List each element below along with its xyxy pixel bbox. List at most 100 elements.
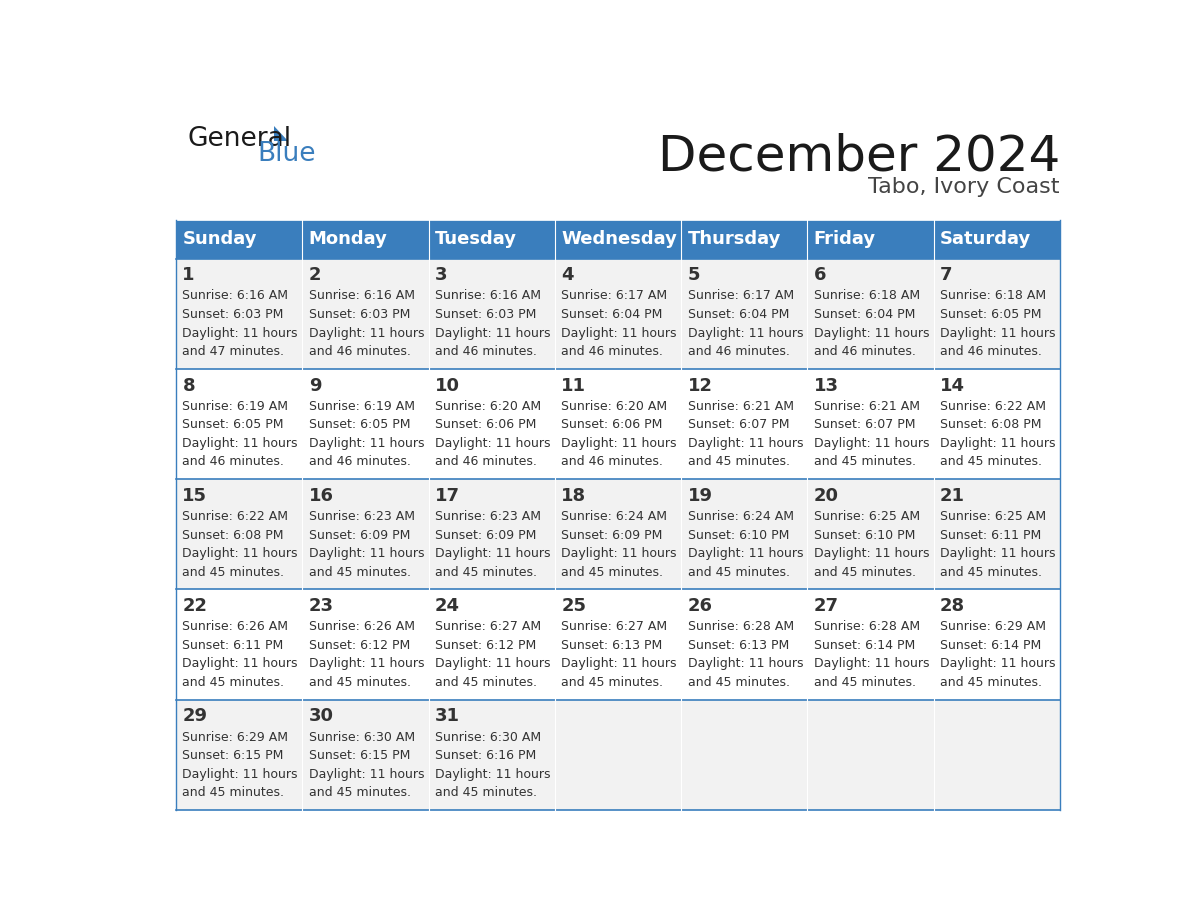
Text: Daylight: 11 hours: Daylight: 11 hours: [814, 547, 929, 560]
Text: 21: 21: [940, 487, 965, 505]
Text: Sunrise: 6:30 AM: Sunrise: 6:30 AM: [435, 731, 541, 744]
Text: Sunrise: 6:28 AM: Sunrise: 6:28 AM: [814, 621, 920, 633]
Text: Sunset: 6:09 PM: Sunset: 6:09 PM: [309, 529, 410, 542]
Text: Daylight: 11 hours: Daylight: 11 hours: [435, 327, 550, 340]
Text: and 45 minutes.: and 45 minutes.: [940, 455, 1042, 468]
Text: Sunset: 6:08 PM: Sunset: 6:08 PM: [940, 419, 1042, 431]
Text: Saturday: Saturday: [940, 230, 1031, 248]
Text: 12: 12: [688, 376, 713, 395]
Text: Daylight: 11 hours: Daylight: 11 hours: [435, 547, 550, 560]
Text: Sunset: 6:06 PM: Sunset: 6:06 PM: [435, 419, 536, 431]
Text: Sunset: 6:15 PM: Sunset: 6:15 PM: [309, 749, 410, 762]
Text: and 45 minutes.: and 45 minutes.: [814, 455, 916, 468]
Text: 24: 24: [435, 597, 460, 615]
Text: Sunset: 6:03 PM: Sunset: 6:03 PM: [435, 308, 536, 321]
Text: 6: 6: [814, 266, 827, 285]
Text: 23: 23: [309, 597, 334, 615]
Text: 27: 27: [814, 597, 839, 615]
Text: Sunrise: 6:27 AM: Sunrise: 6:27 AM: [561, 621, 668, 633]
FancyBboxPatch shape: [176, 219, 303, 259]
Text: Sunday: Sunday: [183, 230, 257, 248]
Text: Sunrise: 6:26 AM: Sunrise: 6:26 AM: [309, 621, 415, 633]
Text: and 45 minutes.: and 45 minutes.: [183, 676, 284, 688]
Text: 8: 8: [183, 376, 195, 395]
Text: Sunset: 6:12 PM: Sunset: 6:12 PM: [435, 639, 536, 652]
Text: and 46 minutes.: and 46 minutes.: [688, 345, 789, 358]
Text: Sunrise: 6:22 AM: Sunrise: 6:22 AM: [183, 510, 289, 523]
Text: Sunset: 6:13 PM: Sunset: 6:13 PM: [561, 639, 663, 652]
Text: Sunset: 6:10 PM: Sunset: 6:10 PM: [814, 529, 915, 542]
FancyBboxPatch shape: [176, 479, 1060, 589]
FancyBboxPatch shape: [176, 369, 1060, 479]
Text: 28: 28: [940, 597, 965, 615]
Text: Sunrise: 6:25 AM: Sunrise: 6:25 AM: [940, 510, 1047, 523]
Text: General: General: [188, 126, 291, 151]
Text: Friday: Friday: [814, 230, 876, 248]
Text: Sunrise: 6:26 AM: Sunrise: 6:26 AM: [183, 621, 289, 633]
Text: Sunrise: 6:16 AM: Sunrise: 6:16 AM: [309, 289, 415, 302]
Text: and 45 minutes.: and 45 minutes.: [814, 565, 916, 578]
FancyBboxPatch shape: [303, 219, 429, 259]
Text: 4: 4: [561, 266, 574, 285]
Text: 29: 29: [183, 708, 208, 725]
Text: Daylight: 11 hours: Daylight: 11 hours: [561, 437, 677, 450]
Text: 10: 10: [435, 376, 460, 395]
Text: Sunrise: 6:29 AM: Sunrise: 6:29 AM: [940, 621, 1047, 633]
Text: Sunset: 6:05 PM: Sunset: 6:05 PM: [183, 419, 284, 431]
Text: 5: 5: [688, 266, 700, 285]
Text: December 2024: December 2024: [658, 133, 1060, 181]
Text: Daylight: 11 hours: Daylight: 11 hours: [309, 547, 424, 560]
Text: Sunrise: 6:29 AM: Sunrise: 6:29 AM: [183, 731, 289, 744]
Text: Sunrise: 6:20 AM: Sunrise: 6:20 AM: [561, 399, 668, 413]
Text: Sunrise: 6:27 AM: Sunrise: 6:27 AM: [435, 621, 541, 633]
FancyBboxPatch shape: [429, 219, 555, 259]
Text: Monday: Monday: [309, 230, 387, 248]
Text: Daylight: 11 hours: Daylight: 11 hours: [435, 437, 550, 450]
Text: Sunset: 6:14 PM: Sunset: 6:14 PM: [814, 639, 915, 652]
Text: Daylight: 11 hours: Daylight: 11 hours: [561, 327, 677, 340]
Text: and 45 minutes.: and 45 minutes.: [309, 565, 411, 578]
Text: Tabo, Ivory Coast: Tabo, Ivory Coast: [868, 177, 1060, 197]
Text: 7: 7: [940, 266, 953, 285]
Text: Sunrise: 6:21 AM: Sunrise: 6:21 AM: [814, 399, 920, 413]
Text: Wednesday: Wednesday: [561, 230, 677, 248]
Text: Sunset: 6:08 PM: Sunset: 6:08 PM: [183, 529, 284, 542]
Text: Daylight: 11 hours: Daylight: 11 hours: [940, 657, 1056, 670]
Text: Daylight: 11 hours: Daylight: 11 hours: [183, 657, 298, 670]
Text: and 45 minutes.: and 45 minutes.: [561, 676, 663, 688]
Text: Daylight: 11 hours: Daylight: 11 hours: [183, 327, 298, 340]
Text: 14: 14: [940, 376, 965, 395]
Text: and 45 minutes.: and 45 minutes.: [183, 786, 284, 800]
Text: 18: 18: [561, 487, 587, 505]
Text: Daylight: 11 hours: Daylight: 11 hours: [940, 547, 1056, 560]
Text: and 46 minutes.: and 46 minutes.: [814, 345, 916, 358]
Text: and 46 minutes.: and 46 minutes.: [940, 345, 1042, 358]
Text: Sunrise: 6:17 AM: Sunrise: 6:17 AM: [688, 289, 794, 302]
Text: and 45 minutes.: and 45 minutes.: [435, 786, 537, 800]
Text: Sunrise: 6:16 AM: Sunrise: 6:16 AM: [435, 289, 541, 302]
Text: and 45 minutes.: and 45 minutes.: [561, 565, 663, 578]
Text: Sunset: 6:15 PM: Sunset: 6:15 PM: [183, 749, 284, 762]
Text: Sunset: 6:03 PM: Sunset: 6:03 PM: [309, 308, 410, 321]
Text: and 46 minutes.: and 46 minutes.: [561, 455, 663, 468]
Text: 11: 11: [561, 376, 586, 395]
Text: and 46 minutes.: and 46 minutes.: [561, 345, 663, 358]
Text: Daylight: 11 hours: Daylight: 11 hours: [561, 657, 677, 670]
Text: Sunrise: 6:18 AM: Sunrise: 6:18 AM: [940, 289, 1047, 302]
Text: Daylight: 11 hours: Daylight: 11 hours: [814, 657, 929, 670]
Text: Sunset: 6:14 PM: Sunset: 6:14 PM: [940, 639, 1042, 652]
Text: 3: 3: [435, 266, 448, 285]
Text: and 46 minutes.: and 46 minutes.: [309, 345, 411, 358]
Text: 30: 30: [309, 708, 334, 725]
Text: Sunset: 6:03 PM: Sunset: 6:03 PM: [183, 308, 284, 321]
Text: Sunset: 6:05 PM: Sunset: 6:05 PM: [309, 419, 410, 431]
Text: 9: 9: [309, 376, 321, 395]
Text: Daylight: 11 hours: Daylight: 11 hours: [814, 327, 929, 340]
Text: Sunrise: 6:30 AM: Sunrise: 6:30 AM: [309, 731, 415, 744]
Text: Sunset: 6:04 PM: Sunset: 6:04 PM: [688, 308, 789, 321]
Text: Sunrise: 6:28 AM: Sunrise: 6:28 AM: [688, 621, 794, 633]
Text: 16: 16: [309, 487, 334, 505]
Text: and 46 minutes.: and 46 minutes.: [309, 455, 411, 468]
Text: Sunrise: 6:24 AM: Sunrise: 6:24 AM: [688, 510, 794, 523]
Text: Sunset: 6:16 PM: Sunset: 6:16 PM: [435, 749, 536, 762]
